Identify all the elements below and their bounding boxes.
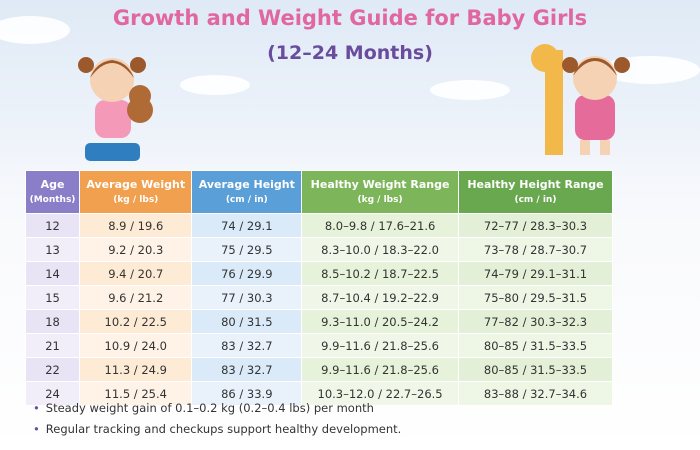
table-cell: 9.6 / 21.2	[79, 285, 193, 310]
table-cell: 8.3–10.0 / 18.3–22.0	[301, 237, 459, 262]
table-cell: 9.3–11.0 / 20.5–24.2	[301, 309, 459, 334]
table-cell: 9.2 / 20.3	[79, 237, 193, 262]
table-cell: 9.4 / 20.7	[79, 261, 193, 286]
note: Steady weight gain of 0.1–0.2 kg (0.2–0.…	[45, 398, 401, 419]
table-cell: 10.2 / 22.5	[79, 309, 193, 334]
illustrations	[0, 16, 700, 161]
notes: Steady weight gain of 0.1–0.2 kg (0.2–0.…	[45, 398, 402, 440]
table-cell: 21	[24, 333, 81, 358]
table-cell: 76 / 29.9	[191, 261, 303, 286]
table-cell: 13	[24, 237, 81, 262]
table-cell: 9.9–11.6 / 21.8–25.6	[301, 333, 459, 358]
column-unit: (kg / lbs)	[113, 194, 159, 205]
table-row: 15 9.6 / 21.2 77 / 30.3 8.7–10.4 / 19.2–22.…	[24, 285, 614, 310]
table-cell: 80–85 / 31.5–33.5	[457, 333, 614, 358]
table-cell: 15	[24, 285, 81, 310]
column-unit: (cm / in)	[514, 194, 557, 205]
column-unit: (kg / lbs)	[357, 194, 403, 205]
column-name: Average Weight	[86, 177, 186, 191]
table-row: 13 9.2 / 20.3 75 / 29.5 8.3–10.0 / 18.3–22.…	[24, 237, 614, 262]
table-cell: 75 / 29.5	[191, 237, 303, 262]
table-cell: 77 / 30.3	[191, 285, 303, 310]
table-cell: 14	[24, 261, 81, 286]
table-cell: 75–80 / 29.5–31.5	[457, 285, 614, 310]
column-header: Average Weight (kg / lbs)	[79, 170, 193, 214]
column-header: Average Height (cm / in)	[191, 170, 303, 214]
table-cell: 83–88 / 32.7–34.6	[457, 381, 614, 406]
table-cell: 11.3 / 24.9	[79, 357, 193, 382]
table-cell: 8.7–10.4 / 19.2–22.9	[301, 285, 459, 310]
table-cell: 83 / 32.7	[191, 333, 303, 358]
table-cell: 8.9 / 19.6	[79, 213, 193, 238]
table-cell: 83 / 32.7	[191, 357, 303, 382]
table-cell: 10.9 / 24.0	[79, 333, 193, 358]
column-name: Healthy Weight Range	[310, 177, 450, 191]
table-cell: 73–78 / 28.7–30.7	[457, 237, 614, 262]
growth-table: Age (Months) Average Weight (kg / lbs) Avera…	[24, 170, 614, 406]
subtitle: (12–24 Months)	[267, 42, 433, 64]
column-name: Healthy Height Range	[467, 177, 604, 191]
table-row: 22 11.3 / 24.9 83 / 32.7 9.9–11.6 / 21.8–25…	[24, 357, 614, 382]
table-row: 21 10.9 / 24.0 83 / 32.7 9.9–11.6 / 21.8–25…	[24, 333, 614, 358]
column-name: Age	[40, 177, 65, 191]
table-row: 14 9.4 / 20.7 76 / 29.9 8.5–10.2 / 18.7–22.…	[24, 261, 614, 286]
table-cell: 74 / 29.1	[191, 213, 303, 238]
column-unit: (Months)	[29, 194, 76, 205]
table-row: 24 11.5 / 25.4 86 / 33.9 10.3–12.0 / 22.7–2…	[24, 381, 614, 406]
table-cell: 72–77 / 28.3–30.3	[457, 213, 614, 238]
column-header: Age (Months)	[24, 170, 81, 214]
table-row: 12 8.9 / 19.6 74 / 29.1 8.0–9.8 / 17.6–21.6…	[24, 213, 614, 238]
column-unit: (cm / in)	[225, 194, 268, 205]
table-cell: 77–82 / 30.3–32.3	[457, 309, 614, 334]
table-cell: 9.9–11.6 / 21.8–25.6	[301, 357, 459, 382]
column-header: Healthy Height Range (cm / in)	[457, 170, 614, 214]
table-cell: 12	[24, 213, 81, 238]
table-cell: 74–79 / 29.1–31.1	[457, 261, 614, 286]
table-cell: 22	[24, 357, 81, 382]
column-name: Average Height	[198, 177, 295, 191]
title: Growth and Weight Guide for Baby Girls	[112, 6, 588, 30]
table-row: 18 10.2 / 22.5 80 / 31.5 9.3–11.0 / 20.5–24…	[24, 309, 614, 334]
table-cell: 8.0–9.8 / 17.6–21.6	[301, 213, 459, 238]
column-header: Healthy Weight Range (kg / lbs)	[301, 170, 459, 214]
table-cell: 18	[24, 309, 81, 334]
table-cell: 80 / 31.5	[191, 309, 303, 334]
table-cell: 80–85 / 31.5–33.5	[457, 357, 614, 382]
table-cell: 8.5–10.2 / 18.7–22.5	[301, 261, 459, 286]
note: Regular tracking and checkups support he…	[45, 419, 402, 440]
